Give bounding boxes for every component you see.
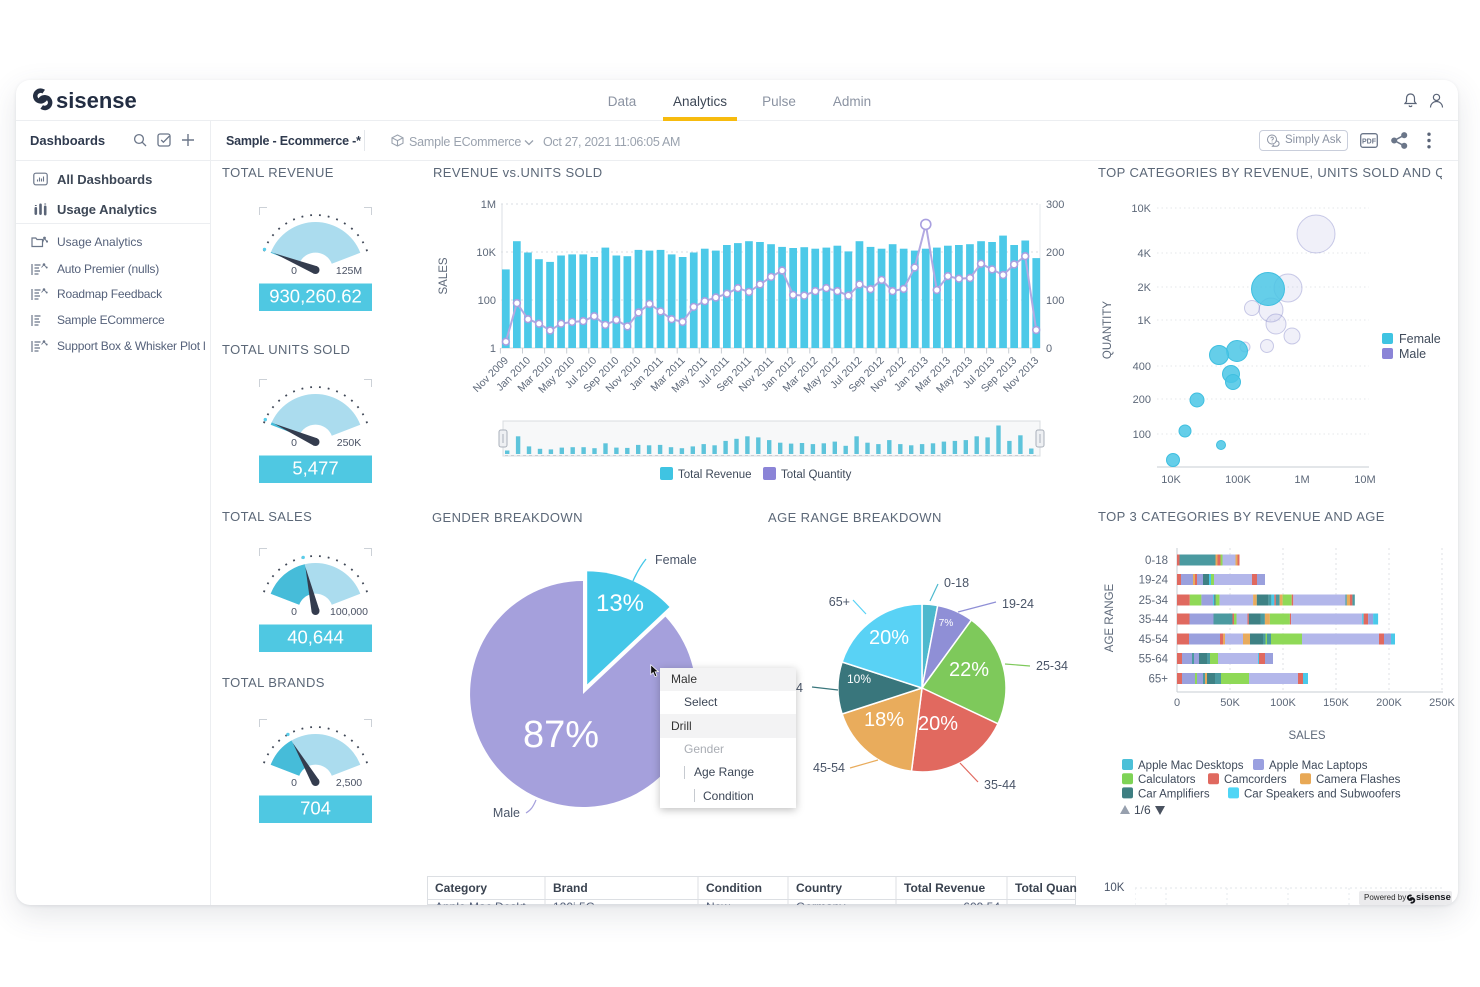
svg-text:4K: 4K xyxy=(1138,248,1152,260)
svg-text:Total Quantity: Total Quantity xyxy=(781,469,852,481)
svg-text:Apple Mac Laptops: Apple Mac Laptops xyxy=(1269,760,1368,772)
svg-text:0: 0 xyxy=(291,606,297,618)
svg-text:10K: 10K xyxy=(476,247,496,259)
svg-text:100K: 100K xyxy=(1225,474,1251,486)
svg-text:0: 0 xyxy=(291,777,297,789)
svg-text:Category: Category xyxy=(435,881,487,895)
svg-text:10%: 10% xyxy=(847,672,871,686)
svg-text:20%: 20% xyxy=(918,713,958,735)
svg-text:Brand: Brand xyxy=(553,881,588,895)
svg-text:Country: Country xyxy=(796,881,842,895)
svg-text:Car Speakers and Subwoofers: Car Speakers and Subwoofers xyxy=(1244,788,1401,800)
svg-text:930,260.62: 930,260.62 xyxy=(269,286,362,307)
svg-text:65+: 65+ xyxy=(1148,674,1168,686)
svg-text:20%: 20% xyxy=(869,627,909,649)
svg-text:1: 1 xyxy=(490,343,496,355)
svg-text:45-54: 45-54 xyxy=(813,761,845,775)
svg-text:Calculators: Calculators xyxy=(1138,774,1196,786)
svg-text:1/6: 1/6 xyxy=(1134,803,1151,817)
svg-text:250K: 250K xyxy=(336,437,361,449)
svg-text:0: 0 xyxy=(1174,697,1180,709)
svg-text:200: 200 xyxy=(1046,247,1064,259)
svg-text:Car Amplifiers: Car Amplifiers xyxy=(1138,788,1210,800)
svg-text:AGE RANGE: AGE RANGE xyxy=(1104,583,1116,652)
svg-text:Camera Flashes: Camera Flashes xyxy=(1316,774,1401,786)
svg-text:2K: 2K xyxy=(1138,282,1152,294)
svg-text:40,644: 40,644 xyxy=(287,627,344,648)
svg-text:Apple Mac Desktops: Apple Mac Desktops xyxy=(1138,760,1244,772)
svg-text:100: 100 xyxy=(478,295,496,307)
svg-text:25-34: 25-34 xyxy=(1036,659,1068,673)
svg-text:704: 704 xyxy=(300,798,331,819)
svg-text:13%: 13% xyxy=(596,590,644,617)
svg-text:0: 0 xyxy=(291,437,297,449)
svg-text:1M: 1M xyxy=(481,199,496,211)
svg-text:Male: Male xyxy=(493,806,520,820)
svg-text:200K: 200K xyxy=(1376,697,1402,709)
svg-text:0: 0 xyxy=(291,265,297,277)
svg-text:Female: Female xyxy=(655,553,697,567)
svg-text:Male: Male xyxy=(1399,347,1426,361)
svg-text:0-18: 0-18 xyxy=(944,576,969,590)
svg-text:Total Quan: Total Quan xyxy=(1015,881,1077,895)
svg-text:250K: 250K xyxy=(1429,697,1455,709)
svg-text:25-34: 25-34 xyxy=(1139,595,1169,607)
svg-text:35-44: 35-44 xyxy=(1139,614,1169,626)
svg-text:PDF: PDF xyxy=(1362,139,1377,146)
svg-text:SALES: SALES xyxy=(438,257,450,294)
svg-text:100: 100 xyxy=(1133,429,1151,441)
svg-text:5,477: 5,477 xyxy=(292,458,338,479)
svg-text:2,500: 2,500 xyxy=(335,777,361,789)
svg-text:Camcorders: Camcorders xyxy=(1224,774,1287,786)
svg-text:300: 300 xyxy=(1046,199,1064,211)
svg-text:22%: 22% xyxy=(949,659,989,681)
svg-text:35-44: 35-44 xyxy=(984,778,1016,792)
svg-text:0: 0 xyxy=(1046,343,1052,355)
svg-text:7%: 7% xyxy=(939,618,954,629)
svg-text:65+: 65+ xyxy=(829,595,850,609)
svg-text:Total Revenue: Total Revenue xyxy=(904,881,985,895)
svg-text:QUANTITY: QUANTITY xyxy=(1102,301,1114,359)
svg-text:50K: 50K xyxy=(1220,697,1240,709)
svg-text:19-24: 19-24 xyxy=(1002,597,1034,611)
svg-text:10K: 10K xyxy=(1131,203,1151,215)
svg-text:125M: 125M xyxy=(335,265,361,277)
svg-text:10M: 10M xyxy=(1354,474,1375,486)
svg-text:100: 100 xyxy=(1046,295,1064,307)
svg-text:SALES: SALES xyxy=(1288,730,1325,742)
svg-text:18%: 18% xyxy=(864,709,904,731)
svg-text:Female: Female xyxy=(1399,332,1441,346)
svg-text:10K: 10K xyxy=(1161,474,1181,486)
svg-text:1K: 1K xyxy=(1138,315,1152,327)
svg-text:0-18: 0-18 xyxy=(1145,555,1168,567)
svg-text:87%: 87% xyxy=(523,714,599,756)
svg-text:19-24: 19-24 xyxy=(1139,575,1169,587)
svg-text:45-54: 45-54 xyxy=(1139,634,1169,646)
svg-text:100,000: 100,000 xyxy=(330,606,368,618)
svg-text:200: 200 xyxy=(1133,394,1151,406)
svg-text:400: 400 xyxy=(1133,361,1151,373)
svg-text:1M: 1M xyxy=(1294,474,1309,486)
svg-text:55-64: 55-64 xyxy=(1139,654,1169,666)
svg-text:Total Revenue: Total Revenue xyxy=(678,469,752,481)
svg-text:100K: 100K xyxy=(1270,697,1296,709)
svg-text:Condition: Condition xyxy=(706,881,762,895)
svg-text:150K: 150K xyxy=(1323,697,1349,709)
